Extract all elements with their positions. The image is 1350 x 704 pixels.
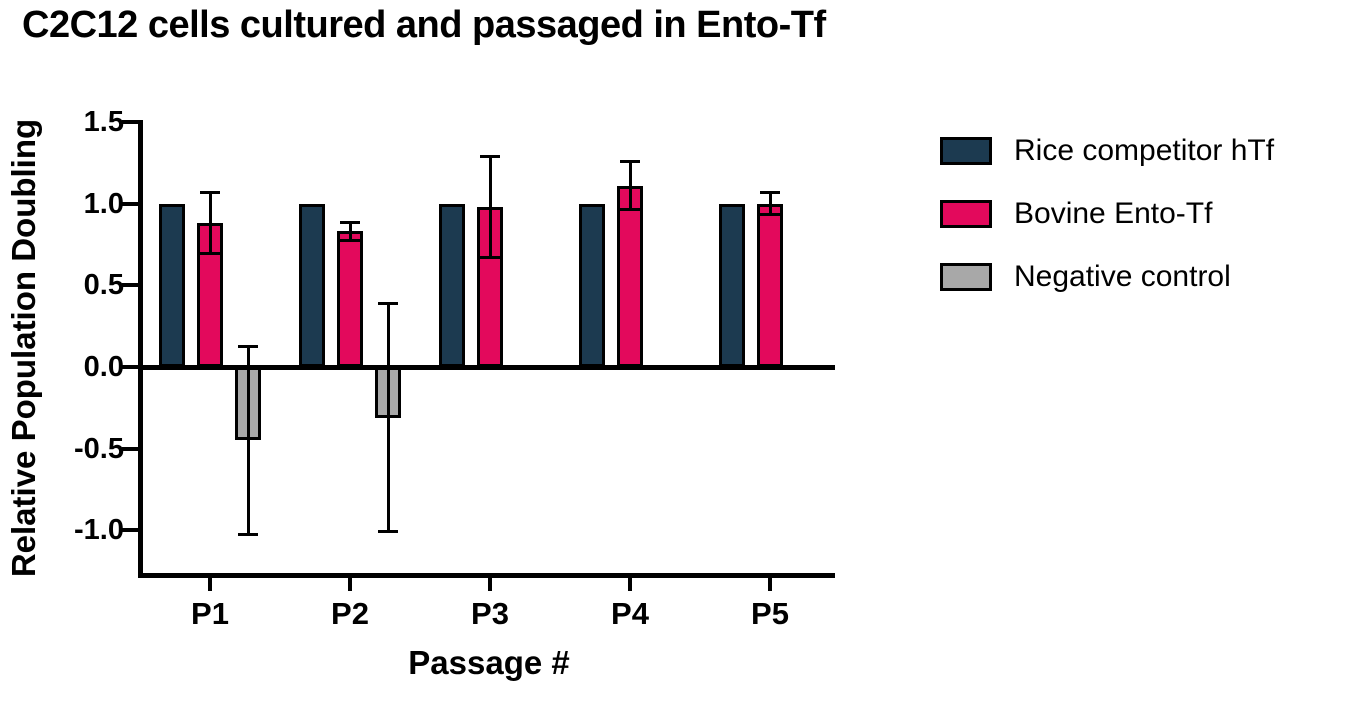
legend: Rice competitor hTf Bovine Ento-Tf Negativ…: [940, 134, 1275, 326]
y-tick: [122, 528, 138, 533]
bar-P4-series0: [579, 203, 605, 367]
error-bar-cap-top: [200, 191, 220, 195]
bar-P5-series0: [719, 203, 745, 367]
bar-P4-series1: [617, 185, 643, 367]
error-bar-cap-bottom: [238, 533, 258, 537]
error-bar-line: [348, 221, 352, 242]
error-bar-cap-top: [378, 302, 398, 306]
error-bar-cap-bottom: [480, 255, 500, 259]
y-tick: [122, 446, 138, 451]
x-category-label: P4: [611, 596, 649, 631]
y-tick-label: -1.0: [74, 514, 124, 547]
legend-swatch: [940, 200, 992, 228]
legend-swatch: [940, 263, 992, 291]
error-bar-line: [246, 345, 250, 536]
legend-label: Bovine Ento-Tf: [1014, 197, 1213, 230]
error-bar-cap-bottom: [200, 252, 220, 256]
error-bar-cap-top: [620, 160, 640, 164]
legend-item: Negative control: [940, 260, 1274, 293]
x-tick: [488, 575, 492, 591]
y-tick: [122, 120, 138, 125]
legend-swatch: [940, 137, 992, 165]
y-tick-label: 0.5: [83, 269, 124, 302]
x-tick: [348, 575, 352, 591]
x-axis-title: Passage #: [408, 644, 570, 681]
error-bar-cap-top: [238, 344, 258, 348]
y-tick: [122, 201, 138, 206]
x-tick: [628, 575, 632, 591]
bar-P2-series0: [299, 203, 325, 367]
error-bar-line: [488, 156, 492, 258]
y-tick-label: 0.0: [83, 351, 124, 383]
x-tick: [768, 575, 772, 591]
x-category-label: P2: [331, 596, 369, 631]
zero-baseline: [138, 364, 835, 370]
y-tick: [122, 283, 138, 288]
x-category-label: P5: [751, 596, 789, 631]
error-bar-cap-bottom: [760, 213, 780, 217]
y-axis-line: [138, 120, 143, 578]
bar-P5-series1: [757, 203, 783, 367]
error-bar-line: [768, 192, 772, 216]
x-category-label: P1: [191, 596, 229, 631]
error-bar-line: [386, 303, 390, 532]
legend-item: Rice competitor hTf: [940, 134, 1275, 167]
y-tick-label: 1.0: [83, 187, 124, 220]
error-bar-cap-top: [760, 191, 780, 195]
bar-P3-series0: [439, 203, 465, 367]
y-tick-label: 1.5: [83, 106, 124, 139]
error-bar-cap-top: [480, 155, 500, 159]
y-tick-label: -0.5: [74, 432, 124, 465]
legend-label: Negative control: [1014, 260, 1231, 293]
error-bar-line: [208, 192, 212, 255]
error-bar-cap-bottom: [620, 208, 640, 212]
bar-P2-series1: [337, 231, 363, 367]
error-bar-cap-bottom: [340, 239, 360, 243]
legend-label: Rice competitor hTf: [1014, 134, 1275, 167]
error-bar-line: [628, 161, 632, 211]
bar-P1-series0: [159, 203, 185, 367]
chart-title: C2C12 cells cultured and passaged in Ent…: [22, 4, 826, 46]
error-bar-cap-top: [340, 220, 360, 224]
error-bar-cap-bottom: [378, 529, 398, 533]
legend-item: Bovine Ento-Tf: [940, 197, 1274, 230]
y-tick: [122, 365, 138, 369]
x-tick: [208, 575, 212, 591]
x-axis-line: [138, 572, 835, 578]
x-category-label: P3: [471, 596, 509, 631]
